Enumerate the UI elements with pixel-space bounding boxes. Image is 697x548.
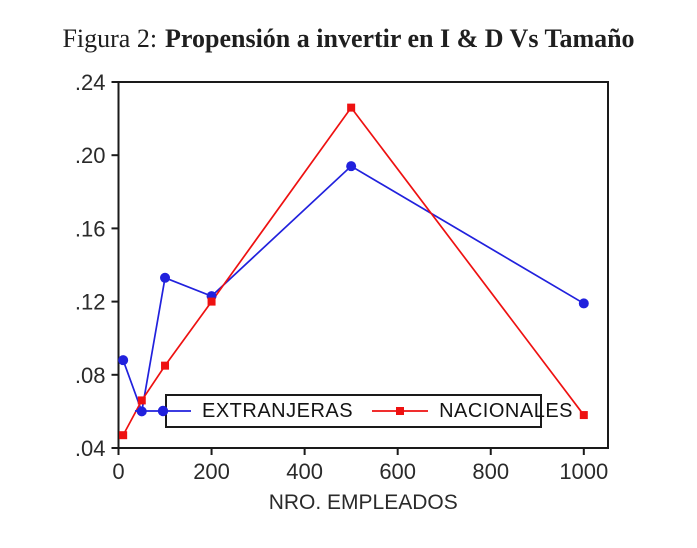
x-tick-label: 1000 <box>559 459 608 484</box>
x-axis-label: NRO. EMPLEADOS <box>269 491 458 514</box>
y-tick-label: .04 <box>75 436 106 461</box>
y-tick-label: .20 <box>75 143 106 168</box>
y-tick-label: .16 <box>75 216 106 241</box>
series-line-extranjeras <box>122 165 585 415</box>
legend-entry-nacionales: NACIONALES <box>371 400 573 423</box>
x-tick-label: 800 <box>472 459 509 484</box>
legend-entry-extranjeras: EXTRANJERAS <box>134 400 353 423</box>
figure-title-text: Propensión a invertir en I & D Vs Tamaño <box>165 24 635 53</box>
x-tick-label: 600 <box>379 459 416 484</box>
data-point-nacionales <box>137 396 146 405</box>
series-line-nacionales <box>122 106 585 436</box>
legend-label-nacionales: NACIONALES <box>439 399 574 422</box>
x-tick-label: 200 <box>193 459 230 484</box>
nacionales-line-marker-icon <box>372 407 429 415</box>
legend-label-extranjeras: EXTRANJERAS <box>201 399 354 422</box>
data-point-extranjeras <box>118 355 129 366</box>
data-point-nacionales <box>579 411 588 420</box>
plot-border <box>117 81 609 449</box>
figure-number: Figura 2: <box>62 24 158 53</box>
y-tick-label: .12 <box>75 290 106 315</box>
legend: EXTRANJERAS NACIONALES <box>134 394 573 428</box>
data-point-extranjeras <box>160 272 171 283</box>
data-point-nacionales <box>347 103 356 112</box>
data-point-extranjeras <box>346 161 357 172</box>
x-tick-label: 400 <box>286 459 323 484</box>
data-point-nacionales <box>207 297 216 306</box>
data-point-nacionales <box>161 361 170 370</box>
x-tick-label: 0 <box>112 459 124 484</box>
extranjeras-line-marker-icon <box>134 405 191 417</box>
y-tick-label: .24 <box>75 70 106 95</box>
figure-title: Figura 2: Propensión a invertir en I & D … <box>0 24 697 54</box>
y-tick-label: .08 <box>75 363 106 388</box>
data-point-extranjeras <box>578 298 589 309</box>
data-point-nacionales <box>119 431 128 440</box>
